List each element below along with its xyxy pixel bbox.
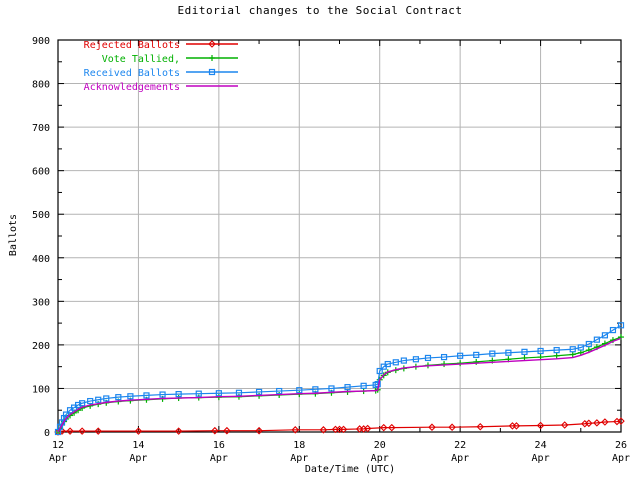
y-tick-label: 700 (32, 123, 50, 134)
x-tick-label: 16 (213, 440, 225, 451)
series-acknowledgements (57, 337, 622, 433)
x-tick-label: 24 (535, 440, 547, 451)
x-tick-label: Apr (290, 453, 308, 464)
axis-lines (57, 39, 622, 433)
data-series (54, 322, 625, 436)
x-axis-ticks: 12 Apr 14 Apr 16 Apr 18 Apr 20 Apr 22 Apr 24 Apr 26 Apr (49, 40, 630, 464)
series-rejected-ballots (54, 417, 625, 436)
legend-label-1: Vote Tallied, (102, 54, 180, 65)
x-tick-label: Apr (129, 453, 147, 464)
y-axis-ticks: 0 100 200 300 400 500 600 700 800 900 (32, 36, 621, 439)
legend-label-2: Received Ballots (84, 68, 180, 79)
x-tick-label: 20 (374, 440, 386, 451)
x-tick-label: 14 (132, 440, 144, 451)
y-tick-label: 800 (32, 80, 50, 91)
x-tick-label: Apr (612, 453, 630, 464)
x-axis-label: Date/Time (UTC) (305, 464, 395, 475)
x-tick-label: 18 (293, 440, 305, 451)
x-tick-label: Apr (532, 453, 550, 464)
x-tick-label: Apr (451, 453, 469, 464)
x-tick-label: Apr (371, 453, 389, 464)
y-axis-label: Ballots (8, 214, 19, 256)
legend-marker-0 (208, 40, 216, 48)
x-tick-label: Apr (210, 453, 228, 464)
x-tick-label: 12 (52, 440, 64, 451)
legend-marker-2 (208, 68, 216, 76)
y-tick-label: 900 (32, 36, 50, 47)
series-received-ballots (54, 322, 625, 436)
y-tick-label: 0 (44, 428, 50, 439)
y-tick-label: 200 (32, 341, 50, 352)
x-tick-label: 22 (454, 440, 466, 451)
chart-legend: Rejected Ballots Vote Tallied, Received Ba… (84, 40, 238, 93)
chart-title: Editorial changes to the Social Contract (177, 4, 463, 17)
legend-label-3: Acknowledgements (84, 82, 180, 93)
y-tick-label: 100 (32, 384, 50, 395)
legend-label-0: Rejected Ballots (84, 40, 180, 51)
y-tick-label: 600 (32, 167, 50, 178)
x-tick-label: 26 (615, 440, 627, 451)
x-tick-label: Apr (49, 453, 67, 464)
y-tick-label: 500 (32, 210, 50, 221)
y-tick-label: 400 (32, 254, 50, 265)
legend-marker-1 (209, 55, 215, 61)
y-tick-label: 300 (32, 297, 50, 308)
grid-lines (58, 40, 621, 432)
